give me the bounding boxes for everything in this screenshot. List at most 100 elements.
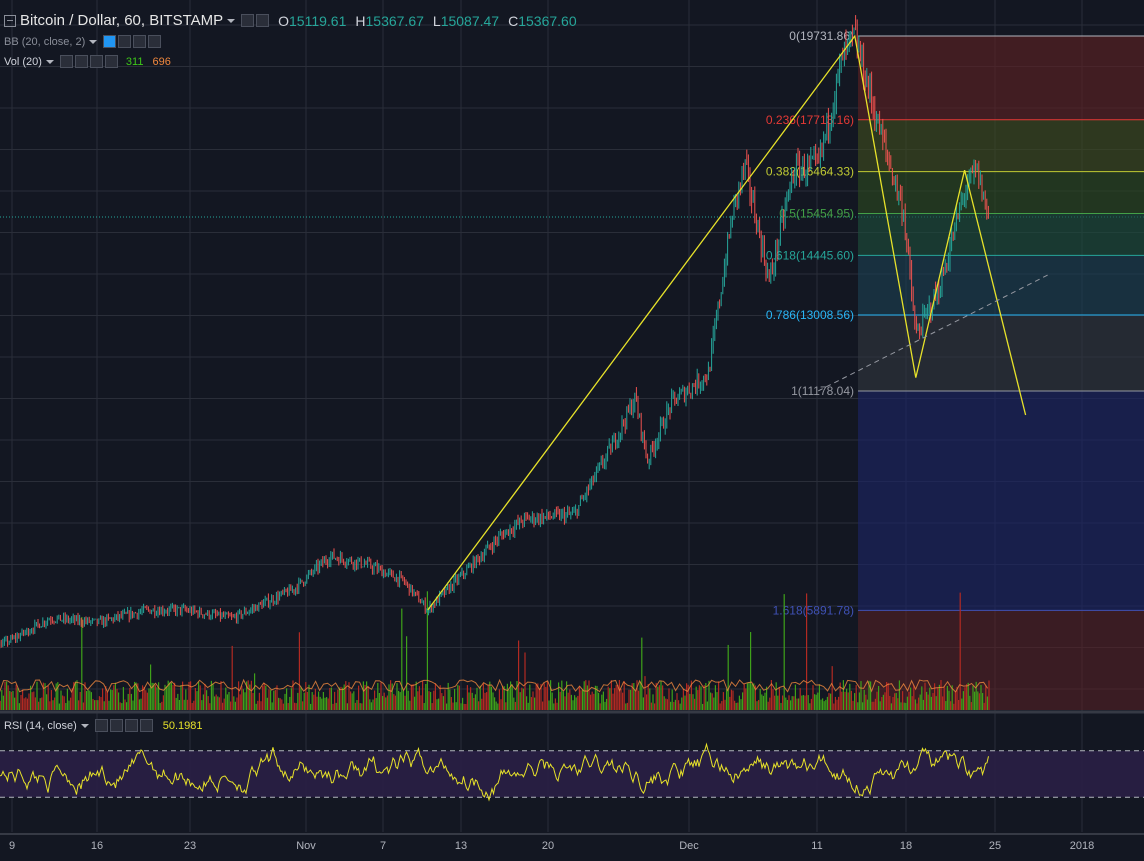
volume-bar [737, 702, 739, 710]
eye-icon[interactable] [59, 55, 73, 68]
volume-bar [60, 690, 62, 710]
volume-bar [532, 691, 534, 710]
eye-icon[interactable] [103, 35, 117, 48]
volume-bar [809, 703, 811, 710]
volume-bar [42, 682, 44, 710]
close-icon[interactable] [104, 55, 118, 68]
volume-bar [823, 701, 825, 710]
volume-bar [834, 696, 836, 710]
volume-bar [850, 690, 852, 710]
volume-bar [30, 685, 32, 710]
volume-bar [153, 683, 155, 710]
volume-bar [503, 686, 505, 710]
volume-bar [943, 686, 945, 710]
rsi-label[interactable]: RSI (14, close) [4, 719, 77, 732]
volume-bar [748, 682, 750, 710]
volume-bar [586, 685, 588, 710]
settings-icon[interactable] [74, 55, 88, 68]
volume-bar [209, 703, 211, 710]
close-icon[interactable] [139, 719, 153, 732]
volume-bar [308, 684, 310, 710]
volume-bar [810, 698, 812, 710]
fib-level-label: 1(11178.04) [791, 384, 854, 398]
volume-bar [4, 681, 6, 710]
volume-bar [358, 685, 360, 710]
volume-bar [489, 681, 491, 710]
volume-bar [82, 702, 84, 710]
volume-bar [929, 687, 931, 710]
bb-row: BB (20, close, 2) [4, 35, 162, 48]
volume-bar [838, 696, 840, 710]
volume-bar [332, 703, 334, 710]
volume-bar [143, 687, 145, 710]
volume-bar [439, 685, 441, 710]
chevron-down-icon[interactable] [80, 723, 89, 728]
settings-icon[interactable] [118, 35, 132, 48]
volume-bar [559, 691, 561, 710]
trend-line [817, 273, 1051, 392]
volume-bar [258, 692, 260, 710]
volume-bar [410, 684, 412, 710]
chevron-down-icon[interactable] [45, 59, 54, 64]
volume-bar [426, 591, 428, 710]
volume-bar [391, 683, 393, 710]
volume-bar [620, 688, 622, 710]
volume-bar [591, 691, 593, 710]
volume-bar [268, 689, 270, 710]
volume-bar [369, 699, 371, 710]
volume-bar [262, 686, 264, 710]
chevron-down-icon[interactable] [227, 18, 236, 23]
plus-icon[interactable] [124, 719, 138, 732]
volume-bar [750, 632, 752, 710]
volume-bar [81, 616, 83, 710]
volume-bar [958, 699, 960, 710]
volume-bar [201, 700, 203, 710]
vol-label[interactable]: Vol (20) [4, 55, 42, 68]
volume-bar [862, 702, 864, 710]
volume-bar [39, 698, 41, 710]
volume-bar [129, 687, 131, 710]
volume-bar [122, 686, 124, 710]
eye-icon[interactable] [241, 14, 255, 27]
chevron-down-icon[interactable] [89, 39, 98, 44]
volume-bar [335, 702, 337, 710]
symbol-title[interactable]: Bitcoin / Dollar, 60, BITSTAMP [20, 12, 224, 29]
close-icon[interactable] [148, 35, 162, 48]
volume-bar [601, 694, 603, 710]
volume-bar [9, 690, 11, 710]
volume-bar [17, 687, 19, 710]
volume-bar [980, 684, 982, 710]
volume-bar [34, 697, 36, 710]
volume-bar [444, 689, 446, 710]
collapse-icon[interactable] [4, 14, 16, 27]
bb-label[interactable]: BB (20, close, 2) [4, 35, 86, 48]
volume-bar [967, 682, 969, 710]
volume-bar [782, 695, 784, 710]
volume-bar [86, 691, 88, 710]
settings-icon[interactable] [109, 719, 123, 732]
volume-bar [534, 697, 536, 710]
volume-bar [802, 695, 804, 710]
volume-bar [281, 699, 283, 710]
pattern-drawings[interactable] [427, 34, 1051, 611]
volume-bar [670, 701, 672, 710]
x-tick-label: Nov [296, 840, 316, 852]
fib-retracement[interactable]: 0(19731.86) 0.236(17713.16) 0.382(16464.33… [766, 29, 1144, 710]
volume-bar [738, 695, 740, 710]
volume-bar [68, 700, 70, 710]
volume-bar [178, 699, 180, 710]
volume-bar [498, 689, 500, 710]
plus-icon[interactable] [89, 55, 103, 68]
volume-bar [914, 699, 916, 710]
volume-bar [878, 685, 880, 710]
volume-bar [788, 695, 790, 710]
volume-bar [594, 685, 596, 710]
volume-bar [551, 692, 553, 710]
volume-bar [726, 689, 728, 710]
volume-bar [457, 685, 459, 710]
plus-icon[interactable] [133, 35, 147, 48]
eye-icon[interactable] [94, 719, 108, 732]
volume-bar [38, 701, 40, 710]
settings-icon[interactable] [256, 14, 270, 27]
